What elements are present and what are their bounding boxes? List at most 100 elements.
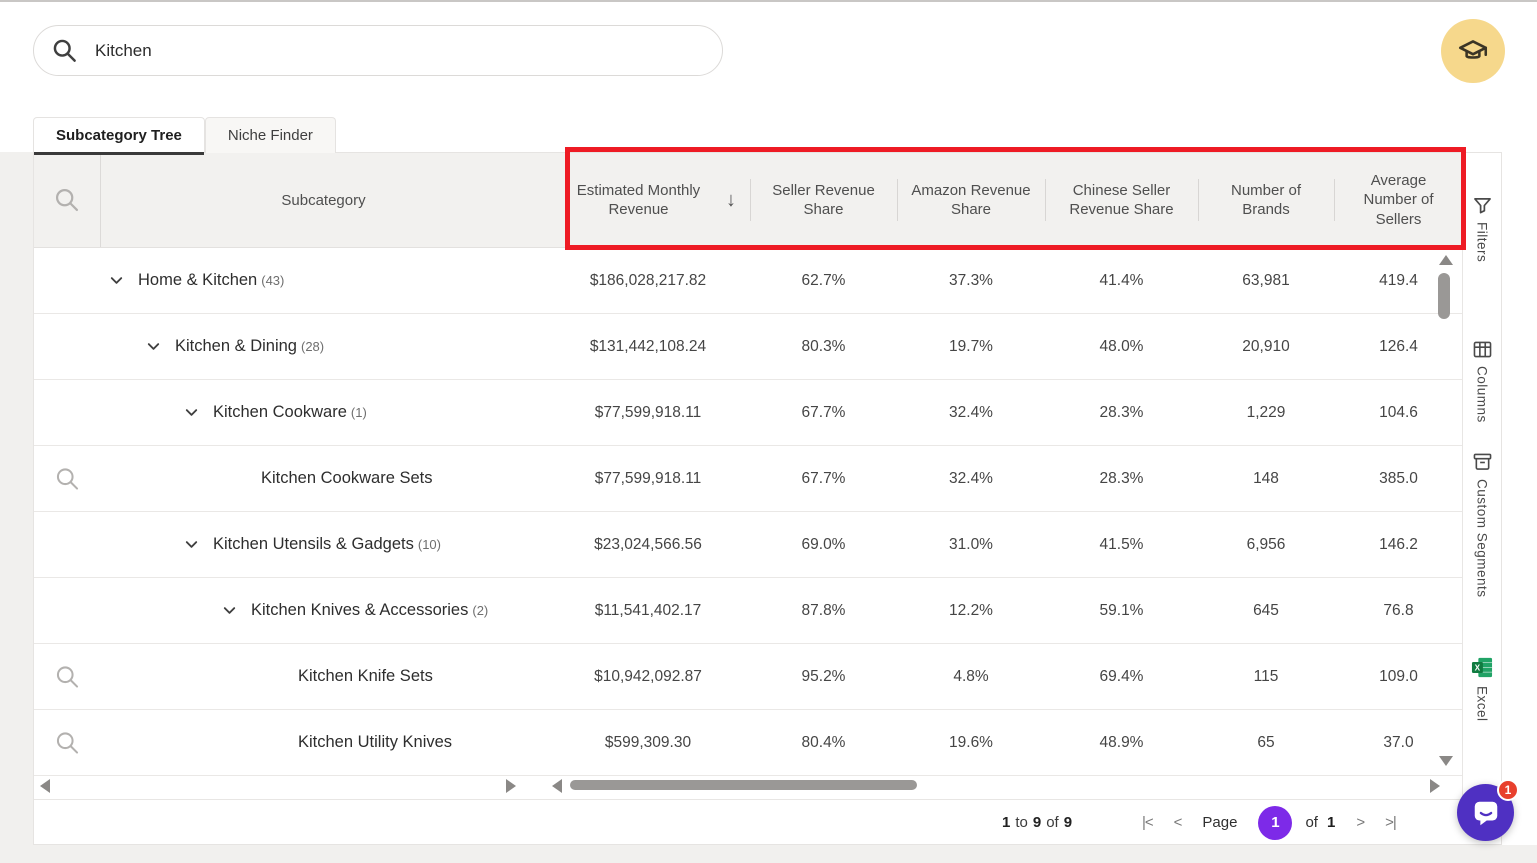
scroll-up-arrow[interactable] xyxy=(1439,255,1453,265)
chat-launcher-button[interactable]: 1 xyxy=(1457,779,1519,841)
graduation-cap-icon xyxy=(1458,40,1488,59)
table-row[interactable]: Kitchen & Dining (28) $131,442,108.24 80.… xyxy=(34,314,1463,380)
scroll-left-arrow[interactable] xyxy=(552,779,562,793)
column-header-label: Estimated Monthly Revenue xyxy=(576,181,701,219)
tree-hscrollbar xyxy=(34,776,546,796)
excel-icon: X xyxy=(1471,657,1493,678)
tab-subcategory-tree[interactable]: Subcategory Tree xyxy=(33,117,205,155)
table-row[interactable]: Home & Kitchen (43) $186,028,217.82 62.7%… xyxy=(34,248,1463,314)
expand-chevron-icon[interactable] xyxy=(108,272,125,289)
row-value-cell: 95.2% xyxy=(801,667,846,685)
row-search-icon[interactable] xyxy=(54,663,81,690)
row-value-cell: 80.3% xyxy=(801,337,846,355)
table-row[interactable]: Kitchen Knives & Accessories (2) $11,541… xyxy=(34,578,1463,644)
total-pages: 1 xyxy=(1326,814,1336,831)
row-value-cell: 31.0% xyxy=(949,535,993,553)
subcategory-cell: Kitchen Utility Knives xyxy=(34,710,546,775)
column-header-label: Number of Brands xyxy=(1230,181,1302,219)
table-footer: 1 to 9 of 9 |< < Page 1 of 1 > >| xyxy=(34,799,1501,844)
row-range-summary: 1 to 9 of 9 xyxy=(1002,800,1072,845)
sidebar-item-label: Custom Segments xyxy=(1474,479,1490,598)
row-value-cell: 115 xyxy=(1253,667,1279,685)
row-value-cell: $23,024,566.56 xyxy=(594,535,702,553)
current-page-badge[interactable]: 1 xyxy=(1258,805,1293,840)
academy-button[interactable] xyxy=(1441,19,1505,83)
row-value-cell: 87.8% xyxy=(801,601,846,619)
search-input[interactable]: Kitchen xyxy=(33,25,723,76)
range-from: 1 xyxy=(1002,814,1011,831)
next-page-button[interactable]: > xyxy=(1356,814,1365,831)
row-value-cell: 69.4% xyxy=(1099,667,1144,685)
row-value-cell: 32.4% xyxy=(949,469,993,487)
sidebar-item-custom-segments[interactable]: Custom Segments xyxy=(1463,453,1501,598)
row-value-cell: $10,942,092.87 xyxy=(594,667,702,685)
column-header-label: Amazon Revenue Share xyxy=(911,181,1031,219)
scroll-left-arrow[interactable] xyxy=(40,779,50,793)
row-value-cell: 41.4% xyxy=(1099,271,1144,289)
table-row[interactable]: Kitchen Utility Knives $599,309.30 80.4% 1… xyxy=(34,710,1463,776)
subcategory-label: Kitchen Knife Sets xyxy=(298,667,433,685)
sidebar-item-label: Excel xyxy=(1474,686,1490,722)
row-value-cell: 37.0 xyxy=(1383,733,1414,751)
scroll-right-arrow[interactable] xyxy=(1430,779,1440,793)
pager-of-word: of xyxy=(1305,814,1318,831)
subcategory-label: Kitchen Utensils & Gadgets xyxy=(213,535,414,553)
row-value-cell: $186,028,217.82 xyxy=(589,271,707,289)
row-value-cell: 67.7% xyxy=(801,403,846,421)
column-header[interactable]: Number of Brands xyxy=(1198,153,1334,247)
column-header[interactable]: Average Number of Sellers xyxy=(1334,153,1463,247)
sidebar-item-excel[interactable]: X Excel xyxy=(1463,657,1501,722)
subcategory-table: Subcategory Estimated Monthly Revenue ↓ Se… xyxy=(33,147,1502,845)
table-row[interactable]: Kitchen Cookware Sets $77,599,918.11 67.7… xyxy=(34,446,1463,512)
column-header-subcategory[interactable]: Subcategory xyxy=(281,191,366,209)
row-search-icon[interactable] xyxy=(54,729,81,756)
last-page-button[interactable]: >| xyxy=(1385,814,1397,831)
row-search-icon[interactable] xyxy=(54,465,81,492)
row-value-cell: 63,981 xyxy=(1242,271,1290,289)
expand-chevron-icon[interactable] xyxy=(183,536,200,553)
subcategory-cell: Kitchen Utensils & Gadgets (10) xyxy=(34,512,546,577)
subcategory-label: Kitchen Cookware Sets xyxy=(261,469,433,487)
row-value-cell: 62.7% xyxy=(801,271,846,289)
search-value: Kitchen xyxy=(95,40,152,60)
table-rows: Home & Kitchen (43) $186,028,217.82 62.7%… xyxy=(34,248,1463,776)
first-page-button[interactable]: |< xyxy=(1142,814,1154,831)
column-header[interactable]: Seller Revenue Share xyxy=(750,153,897,247)
scroll-right-arrow[interactable] xyxy=(506,779,516,793)
sidebar-item-filters[interactable]: Filters xyxy=(1463,197,1501,262)
hscroll-thumb[interactable] xyxy=(570,780,917,790)
sort-descending-icon[interactable]: ↓ xyxy=(726,189,736,211)
svg-text:X: X xyxy=(1475,663,1481,672)
tab-niche-finder[interactable]: Niche Finder xyxy=(204,117,336,153)
expand-chevron-icon[interactable] xyxy=(145,338,162,355)
row-value-cell: 146.2 xyxy=(1379,535,1418,553)
subcategory-label: Kitchen Utility Knives xyxy=(298,733,453,751)
row-value-cell: 126.4 xyxy=(1379,337,1418,355)
column-header-label: Seller Revenue Share xyxy=(772,181,875,219)
expand-chevron-icon[interactable] xyxy=(221,602,238,619)
column-header[interactable]: Amazon Revenue Share xyxy=(897,153,1045,247)
search-icon xyxy=(55,188,79,212)
row-value-cell: 32.4% xyxy=(949,403,993,421)
column-header[interactable]: Estimated Monthly Revenue ↓ xyxy=(546,153,750,247)
scroll-down-arrow[interactable] xyxy=(1439,756,1453,766)
tree-search-toggle[interactable] xyxy=(34,153,101,247)
vscroll-thumb[interactable] xyxy=(1438,273,1450,319)
subcategory-cell: Kitchen Cookware (1) xyxy=(34,380,546,445)
table-row[interactable]: Kitchen Utensils & Gadgets (10) $23,024,… xyxy=(34,512,1463,578)
row-value-cell: 385.0 xyxy=(1379,469,1418,487)
row-value-cell: 19.6% xyxy=(949,733,993,751)
row-value-cell: $131,442,108.24 xyxy=(589,337,707,355)
column-header[interactable]: Chinese Seller Revenue Share xyxy=(1045,153,1198,247)
page-word: Page xyxy=(1202,814,1238,831)
prev-page-button[interactable]: < xyxy=(1173,814,1183,831)
data-hscrollbar xyxy=(546,776,1463,796)
row-value-cell: 28.3% xyxy=(1099,469,1144,487)
custom-segments-icon xyxy=(1473,453,1491,470)
row-value-cell: 48.0% xyxy=(1099,337,1144,355)
table-row[interactable]: Kitchen Cookware (1) $77,599,918.11 67.7%… xyxy=(34,380,1463,446)
sidebar-item-columns[interactable]: Columns xyxy=(1463,341,1501,423)
chat-bubble-icon xyxy=(1474,801,1497,825)
expand-chevron-icon[interactable] xyxy=(183,404,200,421)
table-row[interactable]: Kitchen Knife Sets $10,942,092.87 95.2% 4.… xyxy=(34,644,1463,710)
